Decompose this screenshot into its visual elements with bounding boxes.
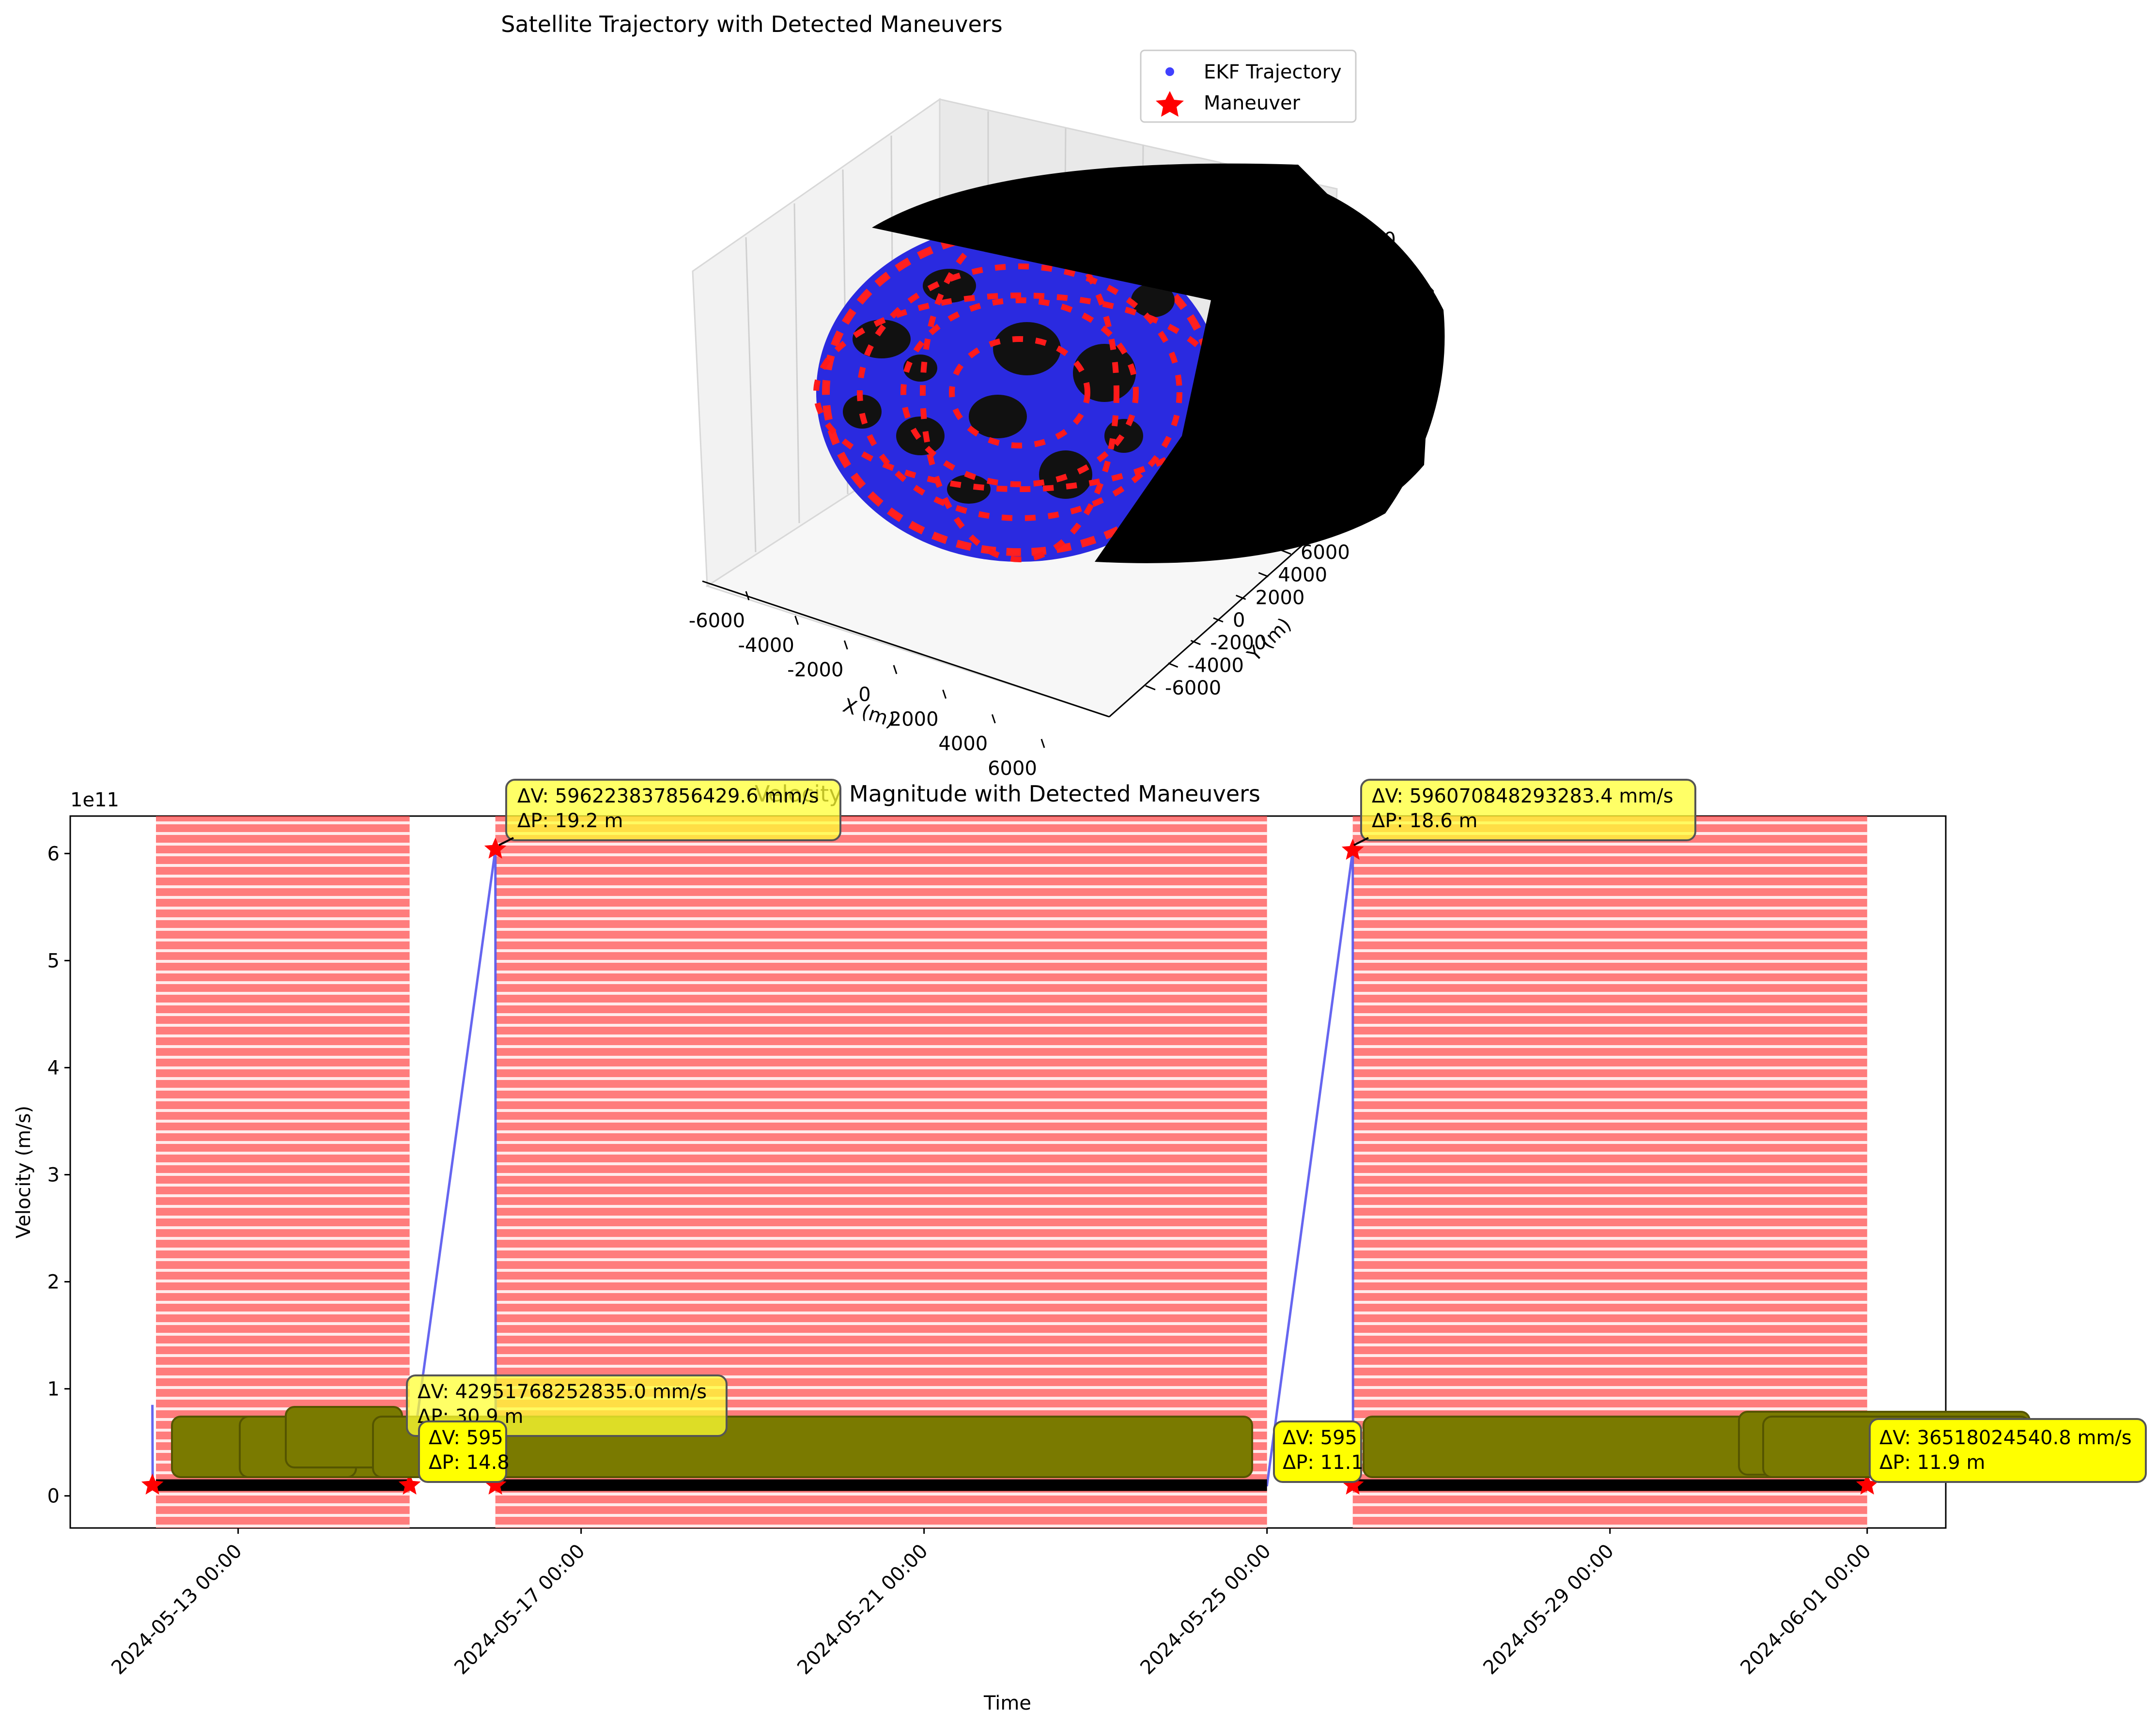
y-tick-label: 6 — [47, 843, 60, 865]
x3d-tick-label: -4000 — [738, 634, 794, 657]
x-tick-label: 2024-06-01 00:00 — [1736, 1540, 1875, 1679]
y-axis-label: Velocity (m/s) — [13, 1106, 35, 1238]
annotation-5-dp: ΔP: 11.1 — [1283, 1451, 1364, 1474]
maneuver-marker — [398, 1473, 421, 1495]
trajectory-chart-title: Satellite Trajectory with Detected Maneu… — [501, 11, 1002, 37]
y-tick-label: 4 — [47, 1057, 60, 1079]
y-axis: 0 1 2 3 4 5 6 — [47, 843, 70, 1508]
x-tick-label: 2024-05-25 00:00 — [1136, 1540, 1275, 1679]
maneuver-label-clutter — [872, 163, 1445, 563]
trajectory-legend: EKF Trajectory Maneuver — [1140, 49, 1357, 123]
annotation-box-4: ΔV: 595 ΔP: 14.8 — [418, 1420, 510, 1483]
maneuver-baseline — [156, 1479, 1867, 1491]
x-axis-label: Time — [983, 1692, 1031, 1714]
y-scale-offset: 1e11 — [70, 789, 119, 811]
x3d-tick-mark — [893, 665, 898, 674]
annotation-2-dp: ΔP: 18.6 m — [1372, 810, 1477, 832]
x-tick-label: 2024-05-13 00:00 — [107, 1540, 246, 1679]
maneuver-markers — [141, 837, 1878, 1495]
x3d-tick-label: -2000 — [787, 659, 843, 681]
y3d-tick-label: 4000 — [1278, 564, 1327, 586]
x-tick-label: 2024-05-17 00:00 — [450, 1540, 589, 1679]
y3d-tick-label: 0 — [1233, 609, 1245, 632]
legend-ekf-label: EKF Trajectory — [1204, 61, 1342, 83]
annotation-6-dp: ΔP: 11.9 m — [1879, 1451, 1985, 1474]
y3d-tick-label: -6000 — [1165, 677, 1221, 699]
x3d-tick-label: 6000 — [988, 757, 1037, 780]
annotation-4-dv: ΔV: 595 — [429, 1427, 503, 1449]
maneuver-marker — [1856, 1473, 1878, 1495]
y-tick-label: 0 — [47, 1485, 60, 1508]
y3d-tick-label: 2000 — [1256, 586, 1305, 609]
y3d-tick-mark — [1236, 594, 1246, 600]
y3d-tick-mark — [1168, 662, 1179, 668]
x3d-tick-mark — [843, 640, 848, 650]
arrow-baseline — [1352, 1479, 1867, 1491]
annotation-box-6: ΔV: 36518024540.8 mm/s ΔP: 11.9 m — [1869, 1418, 2147, 1483]
y-tick-label: 3 — [47, 1164, 60, 1187]
annotation-2-dv: ΔV: 596070848293283.4 mm/s — [1372, 785, 1674, 807]
y3d-tick-mark — [1258, 572, 1269, 578]
x3d-tick-mark — [745, 591, 750, 601]
x3d-tick-label: -6000 — [689, 610, 745, 632]
annotation-6-dv: ΔV: 36518024540.8 mm/s — [1879, 1427, 2132, 1449]
maneuver-legend-marker — [1156, 91, 1184, 117]
ekf-legend-marker — [1165, 67, 1174, 76]
y-tick-label: 1 — [47, 1378, 60, 1401]
annotation-1-dv: ΔV: 596223837856429.6 mm/s — [517, 785, 819, 807]
trajectory-3d-chart: Satellite Trajectory with Detected Maneu… — [501, 11, 1445, 780]
y-tick-label: 2 — [47, 1271, 60, 1294]
y3d-tick-label: -4000 — [1188, 654, 1244, 677]
x-tick-label: 2024-05-21 00:00 — [793, 1540, 932, 1679]
arrow-baseline — [156, 1479, 410, 1491]
maneuver-marker — [141, 1473, 164, 1495]
annotation-4-dp: ΔP: 14.8 — [429, 1451, 510, 1474]
annotation-5-dv: ΔV: 595 — [1283, 1427, 1357, 1449]
x3d-tick-mark — [942, 689, 947, 699]
y3d-tick-mark — [1281, 549, 1291, 555]
x3d-tick-label: 0 — [858, 684, 870, 706]
y3d-tick-mark — [1213, 617, 1224, 623]
x3d-tick-label: 4000 — [938, 733, 988, 755]
maneuver-marker — [1341, 1473, 1364, 1495]
x3d-tick-mark — [991, 714, 996, 724]
x3d-tick-label: 2000 — [889, 708, 939, 730]
y3d-tick-mark — [1145, 685, 1156, 691]
ekf-trajectory-sphere — [813, 222, 1226, 562]
maneuver-marker — [484, 837, 507, 859]
annotation-box-1: ΔV: 596223837856429.6 mm/s ΔP: 19.2 m — [498, 779, 841, 846]
annotation-1-dp: ΔP: 19.2 m — [517, 810, 623, 832]
z-tick-6000: 6000 — [1347, 229, 1396, 251]
y3d-tick-label: 6000 — [1301, 541, 1350, 564]
annotation-box-5: ΔV: 595 ΔP: 11.1 — [1273, 1420, 1364, 1483]
x-tick-label: 2024-05-29 00:00 — [1479, 1540, 1618, 1679]
x3d-tick-mark — [1040, 739, 1045, 748]
y3d-tick-label: -2000 — [1210, 632, 1266, 654]
maneuver-marker — [484, 1473, 507, 1495]
velocity-chart: Velocity Magnitude with Detected Maneuve… — [13, 779, 2147, 1714]
maneuver-marker — [1341, 838, 1364, 860]
x-axis: 2024-05-13 00:00 2024-05-17 00:00 2024-05-… — [107, 1528, 1876, 1679]
x3d-tick-mark — [794, 616, 799, 625]
annotation-box-2: ΔV: 596070848293283.4 mm/s ΔP: 18.6 m — [1353, 779, 1696, 846]
y3d-tick-mark — [1190, 640, 1201, 646]
legend-maneuver-label: Maneuver — [1204, 92, 1301, 114]
y-tick-label: 5 — [47, 950, 60, 972]
arrow-baseline — [495, 1479, 1267, 1491]
annotation-3-dv: ΔV: 42951768252835.0 mm/s — [418, 1381, 707, 1403]
